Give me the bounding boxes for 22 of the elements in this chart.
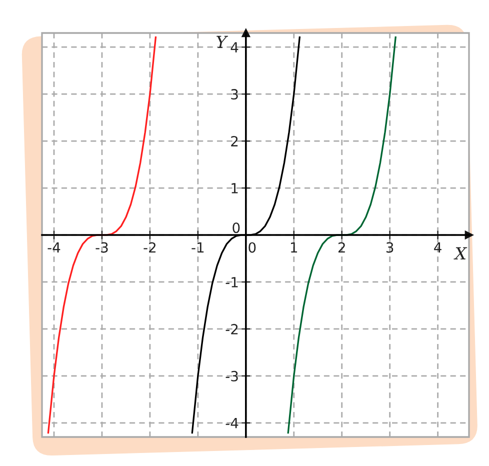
x-tick-label: -4 — [48, 242, 60, 252]
y-tick-label: 1 — [232, 183, 238, 194]
y-tick-label: 3 — [231, 89, 238, 100]
y-tick-label: -4 — [226, 418, 238, 428]
x-tick-label: 1 — [290, 242, 298, 252]
y-tick-label: 4 — [230, 42, 238, 52]
y-axis-title: Y — [216, 36, 228, 48]
x-tick-label: -3 — [96, 242, 108, 253]
x-tick-label: 3 — [386, 242, 394, 253]
x-tick-label: 0 — [248, 242, 256, 253]
y-tick-label: -1 — [226, 277, 238, 288]
x-axis-title: X — [454, 247, 468, 260]
x-tick-label: 4 — [434, 242, 442, 252]
y-tick-label: 2 — [231, 136, 238, 146]
y-tick-label: 0 — [232, 222, 240, 234]
line-series — [47, 36, 157, 434]
x-tick-label: -2 — [144, 242, 156, 252]
line-series — [287, 36, 396, 434]
y-tick-label: -3 — [226, 370, 238, 382]
x-tick-label: 2 — [338, 242, 345, 252]
y-tick-label: -2 — [226, 324, 238, 334]
x-tick-label: -1 — [192, 242, 204, 252]
